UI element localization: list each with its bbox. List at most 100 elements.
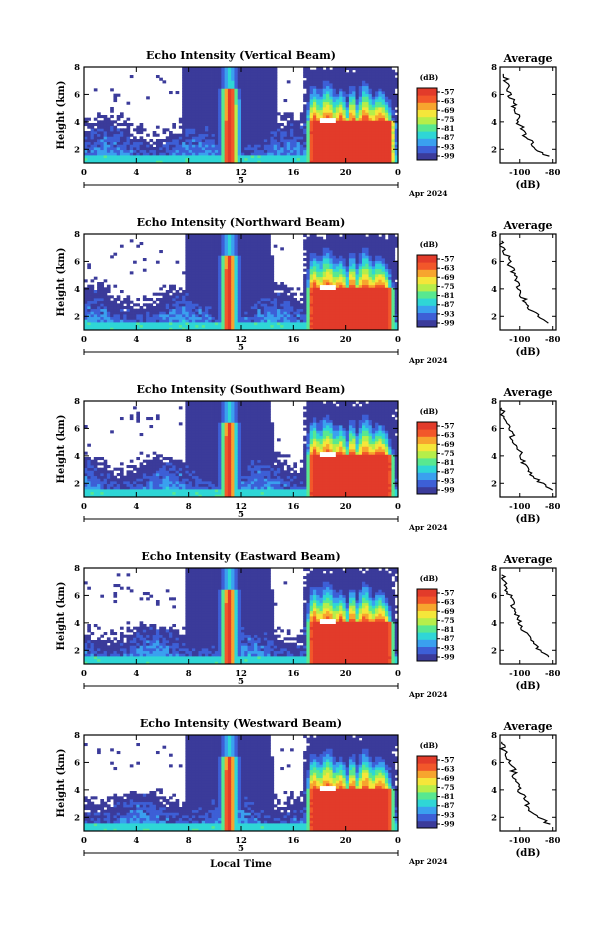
heatmap-cell	[339, 303, 343, 307]
heatmap-cell	[368, 147, 373, 151]
heatmap-cell	[188, 287, 193, 291]
heatmap-cell	[362, 144, 366, 148]
heatmap-cell	[234, 80, 239, 84]
heatmap-cell	[260, 67, 265, 71]
heatmap-cell	[169, 322, 173, 326]
heatmap-cell	[188, 282, 193, 286]
heatmap-cell	[260, 93, 265, 97]
heatmap-cell	[191, 308, 196, 312]
heatmap-cell	[335, 308, 340, 312]
heatmap-cell	[185, 316, 190, 320]
heatmap-cell	[87, 123, 91, 127]
heatmap-cell	[231, 266, 235, 270]
heatmap-cell	[345, 322, 350, 326]
heatmap-cell	[352, 139, 356, 143]
heatmap-cell	[375, 83, 379, 87]
heatmap-cell	[381, 141, 386, 145]
heatmap-cell	[126, 139, 131, 143]
heatmap-cell	[306, 255, 311, 259]
heatmap-cell	[352, 96, 356, 100]
heatmap-cell	[358, 133, 363, 137]
heatmap-cell	[375, 160, 379, 164]
heatmap-cell	[106, 128, 111, 132]
heatmap-cell	[391, 83, 396, 87]
heatmap-cell	[263, 99, 268, 103]
heatmap-cell	[332, 96, 337, 100]
heatmap-cell	[332, 306, 337, 310]
heatmap-cell	[205, 107, 209, 111]
heatmap-cell	[198, 120, 203, 124]
heatmap-cell	[290, 157, 294, 161]
heatmap-cell	[260, 324, 265, 328]
heatmap-cell	[260, 91, 265, 95]
heatmap-cell	[116, 306, 121, 310]
heatmap-cell	[270, 327, 275, 331]
heatmap-cell	[165, 300, 170, 304]
heatmap-cell	[208, 268, 212, 272]
heatmap-cell	[345, 263, 350, 267]
heatmap-cell	[299, 149, 304, 153]
heatmap-cell	[198, 311, 203, 315]
heatmap-cell	[201, 266, 206, 270]
heatmap-cell	[90, 298, 95, 302]
heatmap-cell	[182, 316, 186, 320]
heatmap-cell	[250, 128, 255, 132]
heatmap-cell	[303, 287, 307, 291]
heatmap-cell	[306, 250, 311, 254]
heatmap-cell	[388, 139, 392, 143]
heatmap-cell	[332, 239, 337, 243]
heatmap-cell	[303, 324, 307, 328]
heatmap-cell	[371, 292, 376, 296]
heatmap-cell	[365, 295, 369, 299]
heatmap-cell	[201, 117, 206, 121]
heatmap-cell	[309, 93, 314, 97]
heatmap-cell	[185, 314, 190, 318]
heatmap-cell	[267, 274, 271, 278]
heatmap-cell	[358, 77, 363, 81]
heatmap-cell	[103, 117, 108, 121]
heatmap-cell	[348, 322, 353, 326]
heatmap-cell	[221, 258, 226, 262]
heatmap-cell	[250, 250, 255, 254]
heatmap-cell	[205, 266, 209, 270]
heatmap-cell	[241, 91, 245, 95]
heatmap-cell	[195, 292, 199, 296]
heatmap-cell	[205, 306, 209, 310]
heatmap-cell	[358, 125, 363, 129]
heatmap-cell	[198, 147, 203, 151]
heatmap-cell	[244, 316, 248, 320]
heatmap-cell	[335, 131, 340, 135]
heatmap-cell	[129, 327, 134, 331]
heatmap-cell	[339, 155, 343, 159]
heatmap-cell	[257, 263, 262, 267]
heatmap-cell	[214, 244, 219, 248]
heatmap-cell	[231, 88, 235, 92]
colorbar-label: (dB)	[420, 73, 439, 82]
heatmap-cell	[214, 149, 219, 153]
heatmap-cell	[358, 279, 363, 283]
heatmap-cell	[254, 131, 258, 135]
heatmap-cell	[254, 268, 258, 272]
heatmap-cell	[191, 279, 196, 283]
heatmap-cell	[276, 300, 281, 304]
heatmap-cell	[152, 319, 157, 323]
heatmap-cell	[267, 72, 271, 76]
heatmap-cell	[345, 250, 350, 254]
heatmap-cell	[345, 300, 350, 304]
heatmap-cell	[110, 131, 114, 135]
heatmap-cell	[368, 69, 373, 73]
heatmap-cell	[263, 255, 268, 259]
heatmap-cell	[391, 80, 396, 84]
heatmap-cell	[263, 69, 268, 73]
heatmap-cell	[250, 242, 255, 246]
heatmap-cell	[299, 144, 304, 148]
heatmap-cell	[100, 322, 105, 326]
heatmap-cell	[319, 123, 324, 127]
heatmap-cell	[201, 85, 206, 89]
heatmap-cell	[329, 128, 333, 132]
heatmap-cell	[312, 274, 317, 278]
heatmap-cell	[348, 319, 353, 323]
heatmap-cell	[312, 266, 317, 270]
heatmap-cell	[371, 144, 376, 148]
heatmap-cell	[257, 85, 262, 89]
